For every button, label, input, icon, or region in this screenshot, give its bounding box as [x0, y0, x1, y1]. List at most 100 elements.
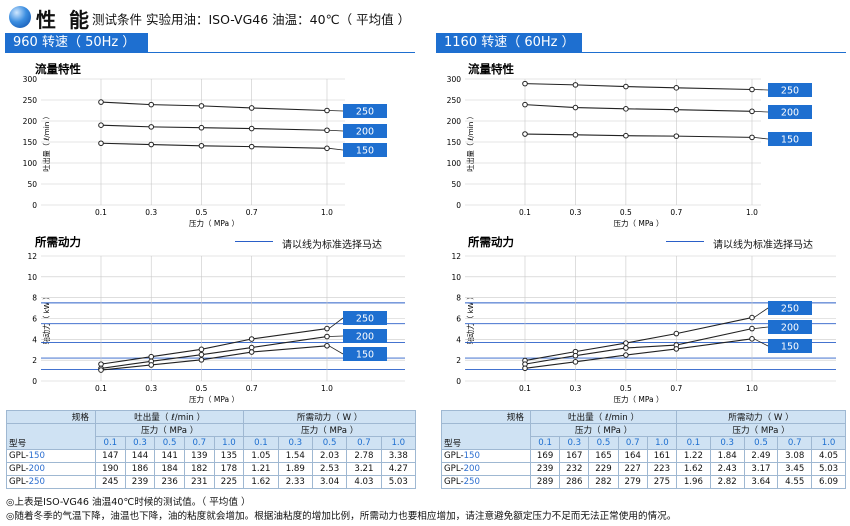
series-label: 150: [781, 342, 799, 353]
series-leader-line: [328, 335, 344, 337]
x-tick-label: 0.3: [145, 208, 157, 217]
corner-spec: 规格: [6, 410, 96, 424]
pressure-cell: 0.3: [277, 436, 313, 450]
data-point: [198, 103, 205, 109]
y-tick-label: 50: [27, 180, 37, 189]
power-group-header: 所需动力（ W ）: [243, 410, 416, 424]
pressure-cell: 1.0: [646, 436, 678, 450]
data-point: [248, 336, 255, 342]
x-tick-label: 0.5: [620, 208, 632, 217]
data-point: [572, 359, 579, 365]
legend-guide-text: 请以线为标准选择马达: [282, 240, 382, 251]
power-cell: 1.05: [243, 449, 279, 463]
spec-table-1160: 规格 吐出量（ ℓ/min ） 所需动力（ W ） 型号 压力（ MPa ） 压…: [441, 410, 846, 489]
pressure-cell: 1.0: [811, 436, 846, 450]
flow-cell: 245: [95, 475, 126, 489]
y-tick-label: 0: [32, 201, 37, 210]
tab-1160: 1160 转速（ 60Hz ）: [436, 33, 582, 53]
power-group-header: 所需动力（ W ）: [676, 410, 846, 424]
y-tick-label: 4: [32, 335, 37, 344]
data-point: [148, 141, 155, 148]
model-cell: GPL-200: [441, 462, 531, 476]
pressure-cell: 0.3: [709, 436, 745, 450]
tab-bar-left: 960 转速（ 50Hz ）: [5, 33, 415, 53]
power-cell: 4.03: [346, 475, 382, 489]
data-point: [522, 131, 528, 137]
data-point: [248, 349, 255, 355]
flow-cell: 225: [213, 475, 245, 489]
power-cell: 6.09: [811, 475, 846, 489]
y-tick-label: 10: [27, 273, 37, 282]
series-line-250: [100, 101, 328, 112]
data-point: [198, 351, 205, 358]
series-label-box: [343, 124, 387, 138]
data-point: [673, 133, 680, 139]
flow-cell: 178: [213, 462, 245, 476]
section-ball-icon: [9, 6, 31, 28]
pressure-cell: 0.3: [124, 436, 156, 450]
series-line-250: [100, 328, 328, 365]
data-point: [572, 82, 579, 88]
power-cell: 4.05: [811, 449, 846, 463]
data-point: [623, 340, 629, 346]
data-point: [324, 342, 330, 349]
data-point: [248, 125, 255, 132]
x-tick-label: 1.0: [321, 208, 333, 217]
data-point: [623, 132, 629, 139]
series-label: 250: [781, 86, 799, 97]
panel-960: 流量特性 吐出量（ ℓ/min ） 0 50 100 150 200 250 300 0.1 0.3…: [5, 56, 415, 406]
power-cell: 4.55: [777, 475, 813, 489]
x-tick-label: 0.1: [519, 384, 531, 393]
pressure-cell: 0.7: [777, 436, 813, 450]
pressure-cell: 0.1: [95, 436, 126, 450]
data-point: [198, 142, 205, 149]
y-tick-label: 200: [23, 117, 38, 126]
flow-sub-header: 压力（ MPa ）: [94, 423, 245, 437]
corner-model: 型号: [441, 423, 531, 450]
data-point: [98, 140, 104, 147]
pressure-cell: 0.5: [743, 436, 779, 450]
pressure-cell: 0.5: [588, 436, 619, 450]
flow-cell: 227: [617, 462, 648, 476]
series-line-150: [524, 133, 753, 138]
flow-cell: 164: [617, 449, 648, 463]
series-label: 200: [781, 108, 799, 119]
flow-cell: 167: [559, 449, 590, 463]
flow-cell: 236: [154, 475, 185, 489]
panel-1160: 流量特性 吐出量（ ℓ/min ） 0 50 100 150 200 250 300 0.1 0.3…: [436, 56, 846, 406]
data-point: [749, 134, 755, 141]
y-tick-label: 200: [447, 117, 462, 126]
y-tick-label: 12: [27, 252, 37, 261]
x-axis-label: 压力（ MPa ）: [189, 394, 239, 404]
power-cell: 2.43: [709, 462, 745, 476]
data-point: [148, 353, 155, 360]
series-label: 150: [781, 135, 799, 146]
y-tick-label: 2: [32, 356, 37, 365]
power-cell: 3.45: [777, 462, 813, 476]
pressure-cell: 0.5: [154, 436, 185, 450]
data-point: [248, 344, 255, 351]
series-line-200: [524, 328, 753, 365]
legend-guide-line: [235, 241, 273, 242]
data-point: [749, 325, 755, 332]
series-label: 200: [781, 323, 799, 334]
x-tick-label: 0.7: [670, 384, 682, 393]
series-leader-line: [753, 89, 769, 91]
chart-title: 所需动力: [35, 235, 81, 249]
x-tick-label: 1.0: [321, 384, 333, 393]
series-label: 150: [356, 350, 374, 361]
flow-cell: 239: [529, 462, 561, 476]
data-point: [324, 145, 330, 152]
pressure-cell: 1.0: [213, 436, 245, 450]
data-point: [623, 352, 629, 358]
series-leader-line: [328, 345, 344, 355]
series-line-150: [524, 338, 753, 369]
x-tick-label: 0.7: [246, 208, 258, 217]
series-label-box: [768, 83, 812, 97]
flow-cell: 275: [646, 475, 678, 489]
y-tick-label: 8: [32, 294, 37, 303]
model-cell: GPL-150: [6, 449, 96, 463]
data-point: [623, 106, 629, 112]
